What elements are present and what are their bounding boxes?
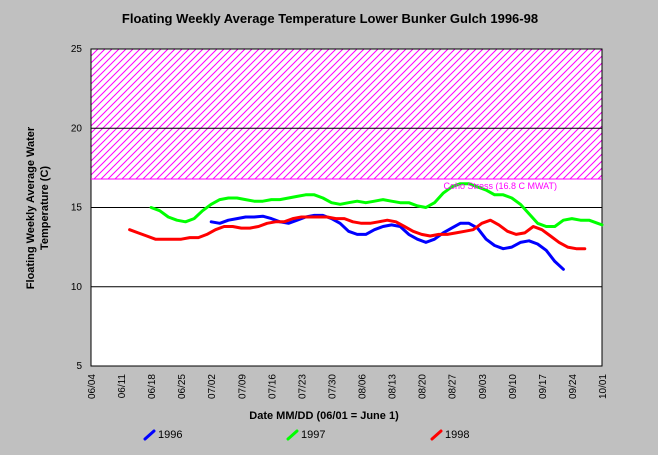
x-tick-label: 07/23	[297, 374, 308, 399]
y-axis-title: Floating Weekly Average Water Temperatur…	[25, 126, 51, 289]
x-tick-label: 08/06	[358, 374, 369, 399]
y-tick-label: 10	[71, 282, 83, 293]
chart-title: Floating Weekly Average Temperature Lowe…	[122, 11, 538, 26]
x-tick-label: 06/04	[87, 374, 98, 399]
x-tick-labels: 06/04 06/11 06/18 06/25 07/02 07/09 07/16 07/23…	[87, 374, 609, 399]
y-tick-label: 5	[76, 361, 82, 372]
legend-swatch-1998	[430, 429, 443, 441]
x-axis-title: Date MM/DD (06/01 = June 1)	[249, 410, 399, 422]
x-tick-label: 07/16	[267, 374, 278, 399]
x-tick-label: 09/10	[508, 374, 519, 399]
plot-area: Coho Stress (16.8 C MWAT) 5 10 15 20 25 06/0…	[71, 44, 609, 399]
x-tick-label: 08/13	[388, 374, 399, 399]
y-tick-label: 20	[71, 123, 83, 134]
legend-label-1997: 1997	[301, 429, 325, 441]
legend-swatch-1997	[286, 429, 299, 441]
y-tick-labels: 5 10 15 20 25	[71, 44, 83, 372]
series-line-1997	[149, 182, 604, 228]
legend-label-1996: 1996	[158, 429, 182, 441]
grid-lines	[91, 127, 602, 288]
y-axis-title-line-2: Temperature (C)	[39, 166, 51, 250]
x-tick-label: 07/02	[207, 374, 218, 399]
legend-label-1998: 1998	[445, 429, 469, 441]
x-tick-label: 06/25	[177, 374, 188, 399]
x-tick-label: 08/27	[448, 374, 459, 399]
y-tick-label: 25	[71, 44, 83, 55]
x-tick-label: 07/30	[327, 374, 338, 399]
x-tick-label: 09/24	[568, 374, 579, 399]
x-tick-label: 06/11	[117, 374, 128, 399]
x-tick-label: 06/18	[147, 374, 158, 399]
x-tick-label: 09/17	[538, 374, 549, 399]
x-tick-label: 10/01	[598, 374, 609, 399]
x-tick-label: 07/09	[237, 374, 248, 399]
x-tick-label: 09/03	[478, 374, 489, 399]
y-tick-label: 15	[71, 203, 83, 214]
x-tick-label: 08/20	[418, 374, 429, 399]
threshold-label: Coho Stress (16.8 C MWAT)	[443, 181, 557, 191]
series-line-1998	[128, 215, 587, 251]
series-layer	[128, 182, 604, 271]
series-line-1996	[209, 213, 565, 271]
legend: 1996 1997 1998	[143, 429, 469, 441]
y-axis-title-line-1: Floating Weekly Average Water	[25, 126, 37, 289]
legend-swatch-1996	[143, 429, 156, 441]
stress-zone-hatch	[91, 49, 602, 179]
